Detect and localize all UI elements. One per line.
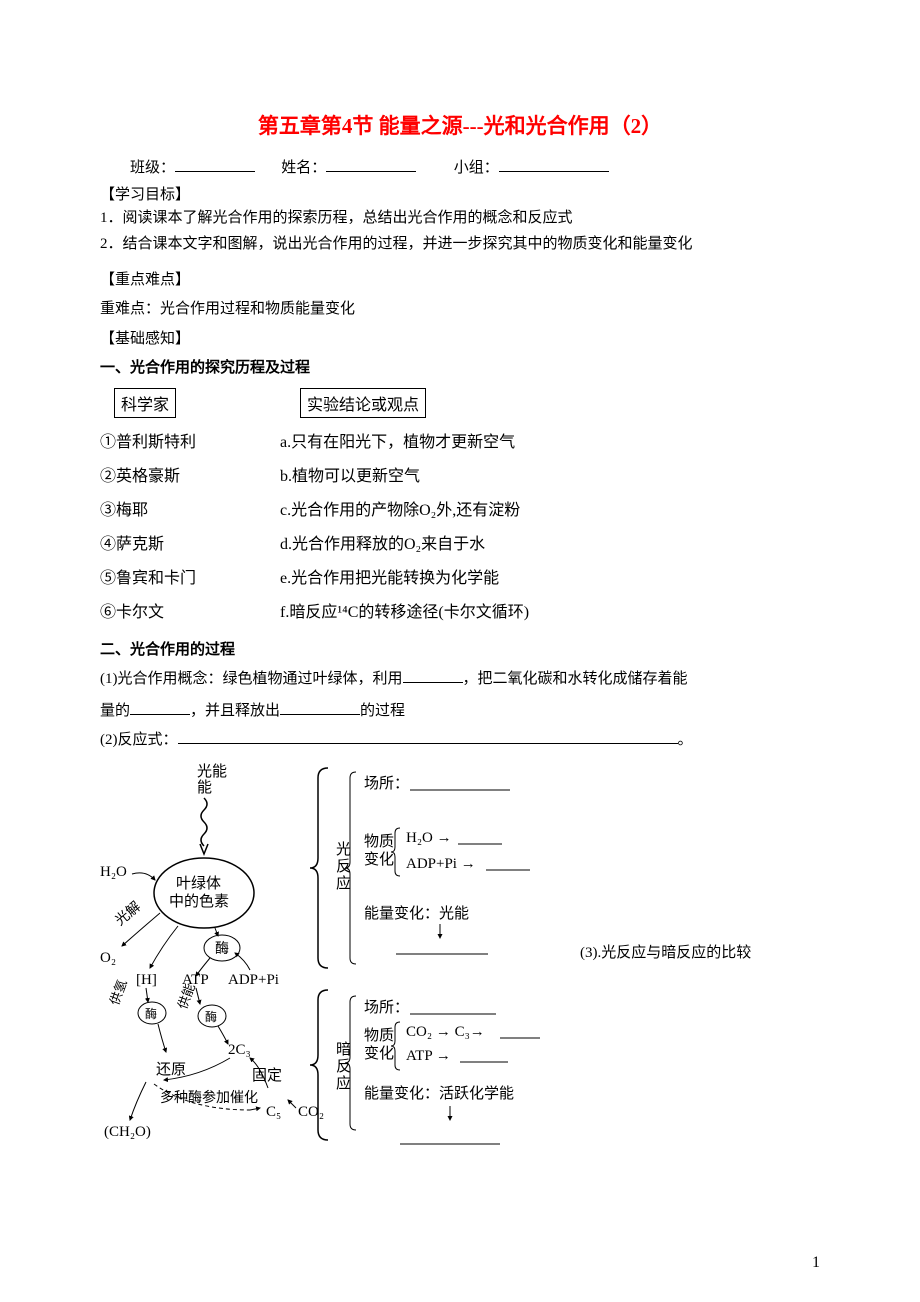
- group-blank[interactable]: [499, 171, 609, 172]
- group-label: 小组：: [454, 160, 499, 176]
- svg-text:能: 能: [197, 779, 212, 796]
- concept-b: ，把二氧化碳和水转化成储存着能: [463, 671, 688, 687]
- svg-text:ADP+Pi →: ADP+Pi →: [406, 856, 476, 872]
- conclusion-5: e.光合作用把光能转换为化学能: [280, 570, 499, 587]
- key-header: 【重点难点】: [100, 268, 820, 289]
- eq-label: (2)反应式：: [100, 732, 178, 748]
- svg-text:场所：: 场所：: [364, 999, 409, 1016]
- svg-text:ATP →: ATP →: [406, 1048, 451, 1064]
- equation-blank[interactable]: [178, 743, 678, 744]
- table-row: ②英格豪斯b.植物可以更新空气: [100, 462, 820, 486]
- svg-text:[H]: [H]: [136, 972, 157, 988]
- svg-text:供氢: 供氢: [107, 977, 130, 1007]
- conclusion-3: c.光合作用的产物除O₂外,还有淀粉: [280, 502, 520, 519]
- scientist-4: ④萨克斯: [100, 530, 280, 554]
- svg-text:酶: 酶: [205, 1009, 217, 1024]
- class-blank[interactable]: [175, 171, 255, 172]
- conclusion-6: f.暗反应¹⁴C的转移途径(卡尔文循环): [280, 604, 529, 621]
- page-title: 第五章第4节 能量之源---光和光合作用（2）: [100, 110, 820, 140]
- svg-text:场所：: 场所：: [364, 775, 409, 792]
- history-table: 科学家 实验结论或观点 ①普利斯特利a.只有在阳光下，植物才更新空气 ②英格豪斯…: [100, 388, 820, 622]
- svg-text:变化: 变化: [364, 851, 394, 868]
- svg-text:能量变化：光能: 能量变化：光能: [364, 905, 469, 922]
- concept-blank-2[interactable]: [130, 714, 190, 715]
- svg-text:H₂O: H₂O: [100, 864, 127, 880]
- svg-text:物质: 物质: [364, 833, 394, 850]
- svg-text:供能: 供能: [175, 981, 198, 1011]
- svg-text:光解: 光解: [112, 899, 144, 929]
- concept-line-2: 量的 ，并且释放出 的过程: [100, 696, 820, 726]
- conclusion-2: b.植物可以更新空气: [280, 468, 420, 485]
- svg-text:C₅: C₅: [266, 1104, 281, 1120]
- svg-text:叶绿体: 叶绿体: [176, 875, 221, 892]
- goal-2: 2．结合课本文字和图解，说出光合作用的过程，并进一步探究其中的物质变化和能量变化: [100, 232, 820, 256]
- diagram-svg: 光能 能 叶绿体 中的色素 H₂O 光解 O₂ [H] 酶: [100, 758, 580, 1178]
- svg-text:能量变化：活跃化学能: 能量变化：活跃化学能: [364, 1085, 514, 1102]
- concept-e: 的过程: [360, 703, 405, 719]
- goal-1: 1．阅读课本了解光合作用的探索历程，总结出光合作用的概念和反应式: [100, 206, 820, 230]
- scientist-1: ①普利斯特利: [100, 428, 280, 452]
- scientist-2: ②英格豪斯: [100, 462, 280, 486]
- concept-blank-3[interactable]: [280, 714, 360, 715]
- table-row: ③梅耶c.光合作用的产物除O₂外,还有淀粉: [100, 496, 820, 520]
- photosynthesis-diagram: 光能 能 叶绿体 中的色素 H₂O 光解 O₂ [H] 酶: [100, 758, 820, 1178]
- svg-text:酶: 酶: [215, 941, 229, 957]
- svg-text:O₂: O₂: [100, 950, 116, 966]
- svg-text:应: 应: [336, 874, 351, 892]
- form-line: 班级： 姓名： 小组：: [130, 156, 820, 177]
- svg-text:CO₂ → C₃→: CO₂ → C₃→: [406, 1024, 485, 1040]
- table-row: ①普利斯特利a.只有在阳光下，植物才更新空气: [100, 428, 820, 452]
- svg-text:中的色素: 中的色素: [169, 893, 229, 910]
- scientist-6: ⑥卡尔文: [100, 598, 280, 622]
- eq-end: 。: [678, 732, 693, 748]
- part1-title: 一、光合作用的探究历程及过程: [100, 356, 820, 380]
- concept-line: (1)光合作用概念：绿色植物通过叶绿体，利用 ，把二氧化碳和水转化成储存着能: [100, 664, 820, 694]
- svg-text:多种酶参加催化: 多种酶参加催化: [160, 1089, 258, 1106]
- svg-text:H₂O →: H₂O →: [406, 830, 452, 846]
- goals-header: 【学习目标】: [100, 183, 820, 204]
- table-row: ⑥卡尔文f.暗反应¹⁴C的转移途径(卡尔文循环): [100, 598, 820, 622]
- svg-text:暗: 暗: [336, 1041, 351, 1058]
- svg-text:固定: 固定: [252, 1067, 282, 1084]
- table-row: ⑤鲁宾和卡门e.光合作用把光能转换为化学能: [100, 564, 820, 588]
- scientist-5: ⑤鲁宾和卡门: [100, 564, 280, 588]
- svg-text:物质: 物质: [364, 1027, 394, 1044]
- key-text: 重难点：光合作用过程和物质能量变化: [100, 297, 820, 321]
- part2-title: 二、光合作用的过程: [100, 638, 820, 662]
- concept-blank-1[interactable]: [403, 682, 463, 683]
- light-energy-label: 光能: [197, 763, 227, 780]
- name-label: 姓名：: [281, 160, 326, 176]
- svg-text:应: 应: [336, 1074, 351, 1092]
- equation-line: (2)反应式： 。: [100, 728, 820, 752]
- svg-text:变化: 变化: [364, 1045, 394, 1062]
- conclusion-4: d.光合作用释放的O₂来自于水: [280, 536, 485, 553]
- page-number: 1: [812, 1254, 820, 1272]
- svg-text:光: 光: [336, 841, 351, 858]
- concept-d: ，并且释放出: [190, 703, 280, 719]
- scientist-3: ③梅耶: [100, 496, 280, 520]
- svg-text:ADP+Pi: ADP+Pi: [228, 972, 279, 988]
- concept-c: 量的: [100, 703, 130, 719]
- svg-text:(CH₂O): (CH₂O): [104, 1124, 151, 1140]
- col-scientist: 科学家: [114, 388, 176, 418]
- col-conclusion: 实验结论或观点: [300, 388, 426, 418]
- svg-text:2C₃: 2C₃: [228, 1042, 251, 1058]
- side-note: (3).光反应与暗反应的比较: [580, 938, 780, 968]
- table-row: ④萨克斯d.光合作用释放的O₂来自于水: [100, 530, 820, 554]
- svg-text:酶: 酶: [145, 1006, 157, 1021]
- base-header: 【基础感知】: [100, 327, 820, 348]
- name-blank[interactable]: [326, 171, 416, 172]
- svg-text:还原: 还原: [156, 1061, 186, 1078]
- concept-a: (1)光合作用概念：绿色植物通过叶绿体，利用: [100, 671, 403, 687]
- svg-text:CO₂: CO₂: [298, 1104, 324, 1120]
- page: 第五章第4节 能量之源---光和光合作用（2） 班级： 姓名： 小组： 【学习目…: [0, 0, 920, 1302]
- conclusion-1: a.只有在阳光下，植物才更新空气: [280, 434, 515, 451]
- class-label: 班级：: [130, 160, 175, 176]
